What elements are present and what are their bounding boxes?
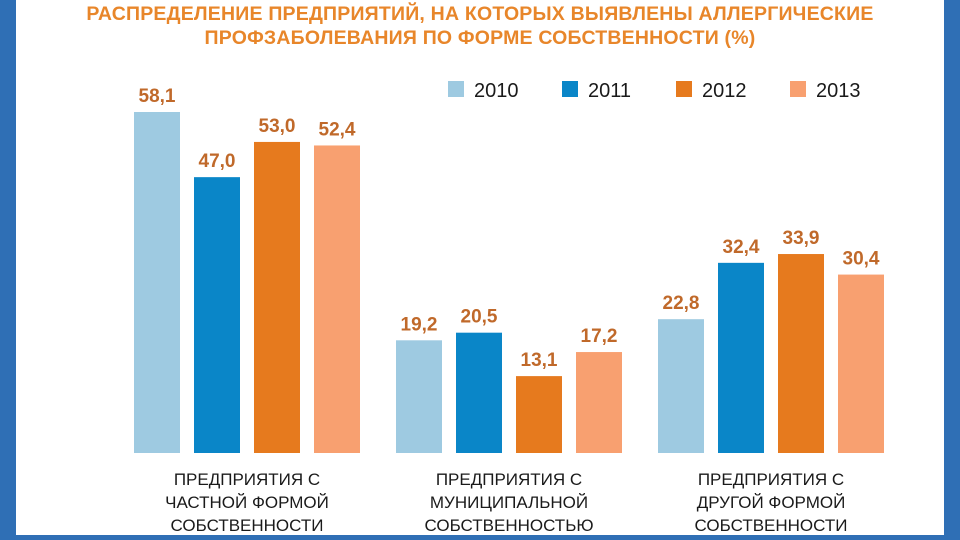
bar-2010-group-3 — [658, 319, 704, 453]
data-label-2010-group-1: 58,1 — [139, 86, 176, 107]
category-label-3-line-1: ПРЕДПРИЯТИЯ С — [698, 470, 844, 489]
category-label-3-line-3: СОБСТВЕННОСТИ — [695, 516, 848, 535]
category-label-1-line-2: ЧАСТНОЙ ФОРМОЙ — [165, 493, 329, 512]
bar-2011-group-3 — [718, 262, 764, 453]
bar-2010-group-1 — [134, 112, 180, 453]
data-label-2013-group-2: 17,2 — [581, 326, 618, 347]
category-labels: ПРЕДПРИЯТИЯ С ЧАСТНОЙ ФОРМОЙ СОБСТВЕННОСТИ… — [165, 470, 847, 535]
chart-title: РАСПРЕДЕЛЕНИЕ ПРЕДПРИЯТИЙ, НА КОТОРЫХ ВЫ… — [16, 2, 944, 50]
legend-swatch-2012 — [676, 81, 692, 97]
data-label-2010-group-3: 22,8 — [663, 293, 700, 314]
bar-2012-group-2 — [516, 376, 562, 453]
bar-2012-group-1 — [254, 141, 300, 454]
data-label-2013-group-1: 52,4 — [319, 119, 356, 140]
category-label-3-line-2: ДРУГОЙ ФОРМОЙ — [697, 493, 846, 512]
bars-layer — [134, 112, 884, 454]
data-label-2012-group-2: 13,1 — [521, 350, 558, 371]
legend-swatch-2011 — [562, 81, 578, 97]
legend: 2010 2011 2012 2013 — [448, 80, 861, 102]
bar-2013-group-3 — [838, 274, 884, 453]
chart-title-line-2: ПРОФЗАБОЛЕВАНИЯ ПО ФОРМЕ СОБСТВЕННОСТИ (… — [204, 27, 756, 49]
legend-label-2010: 2010 — [474, 80, 519, 102]
legend-swatch-2013 — [790, 81, 806, 97]
legend-label-2012: 2012 — [702, 80, 747, 102]
slide: РАСПРЕДЕЛЕНИЕ ПРЕДПРИЯТИЙ, НА КОТОРЫХ ВЫ… — [16, 0, 944, 535]
bar-chart: 58,1 47,0 53,0 52,4 19,2 20,5 13,1 17,2 22,8 32,4… — [134, 80, 884, 535]
chart-title-line-1: РАСПРЕДЕЛЕНИЕ ПРЕДПРИЯТИЙ, НА КОТОРЫХ ВЫ… — [86, 3, 874, 25]
bar-2013-group-2 — [576, 352, 622, 453]
data-label-2012-group-1: 53,0 — [259, 116, 296, 137]
bar-2012-group-3 — [778, 254, 824, 453]
legend-label-2011: 2011 — [588, 80, 631, 102]
legend-swatch-2010 — [448, 81, 464, 97]
category-label-1-line-3: СОБСТВЕННОСТИ — [171, 516, 324, 535]
data-label-2011-group-2: 20,5 — [461, 307, 498, 328]
data-label-2012-group-3: 33,9 — [783, 228, 820, 249]
bar-2011-group-1 — [194, 177, 240, 454]
data-label-2013-group-3: 30,4 — [843, 249, 880, 270]
bar-2011-group-2 — [456, 332, 502, 453]
bar-labels-layer: 58,1 47,0 53,0 52,4 19,2 20,5 13,1 17,2 22,8 32,4… — [139, 86, 880, 371]
bar-2010-group-2 — [396, 340, 442, 453]
data-label-2011-group-1: 47,0 — [199, 151, 236, 172]
bar-2013-group-1 — [314, 145, 360, 453]
category-label-1-line-1: ПРЕДПРИЯТИЯ С — [174, 470, 320, 489]
category-label-2-line-3: СОБСТВЕННОСТЬЮ — [424, 516, 593, 535]
category-label-2-line-1: ПРЕДПРИЯТИЯ С — [436, 470, 582, 489]
legend-label-2013: 2013 — [816, 80, 861, 102]
category-label-2-line-2: МУНИЦИПАЛЬНОЙ — [430, 493, 588, 512]
data-label-2010-group-2: 19,2 — [401, 314, 438, 335]
data-label-2011-group-3: 32,4 — [723, 237, 760, 258]
